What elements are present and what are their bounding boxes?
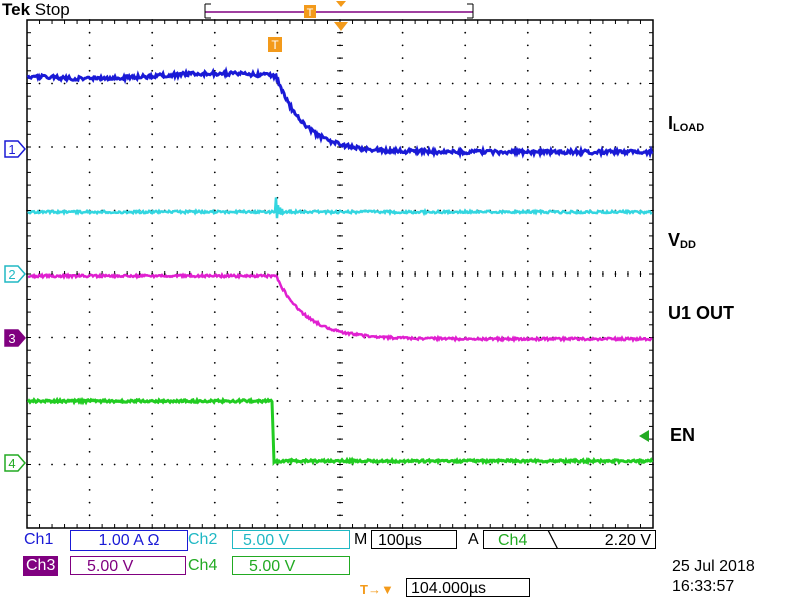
ch4-name[interactable]: Ch4 — [188, 556, 217, 576]
ch2-marker[interactable]: 2 — [5, 266, 25, 282]
trigger-position-value[interactable]: 104.000µs — [406, 578, 530, 597]
ch1-scale[interactable]: 1.00 A Ω — [70, 530, 188, 551]
date: 25 Jul 2018 — [672, 558, 755, 576]
vdd-label-main: V — [668, 230, 680, 250]
ch2-marker-label: 2 — [8, 267, 15, 282]
trigger-position-icon: T→▼ — [360, 581, 400, 599]
ch2-scale[interactable]: 5.00 V — [232, 530, 350, 549]
ch1-marker[interactable]: 1 — [5, 141, 25, 157]
ch3-marker-label: 3 — [8, 331, 15, 346]
record-expansion-marker — [336, 1, 346, 7]
ch1-marker-label: 1 — [8, 142, 15, 157]
acquisition-state: Stop — [35, 0, 70, 19]
trigger-prefix: A — [468, 530, 479, 550]
u1out-label: U1 OUT — [668, 303, 734, 324]
ch4-marker-label: 4 — [8, 456, 15, 471]
trigger-slope-icon: ╲ — [548, 531, 558, 550]
ch3-marker[interactable]: 3 — [5, 330, 25, 346]
ch1-name[interactable]: Ch1 — [24, 530, 53, 550]
vdd-label: VDD — [668, 230, 696, 251]
ch3-scale[interactable]: 5.00 V — [70, 556, 186, 575]
brand-status: Tek Stop — [2, 0, 70, 20]
record-trigger-letter: T — [307, 7, 314, 19]
ch3-name[interactable]: Ch3 — [23, 556, 58, 576]
timebase-prefix: M — [354, 530, 367, 550]
en-label: EN — [670, 425, 695, 446]
timebase-value[interactable]: 100µs — [371, 530, 457, 549]
vdd-label-sub: DD — [680, 239, 696, 251]
iload-label: ILOAD — [668, 113, 704, 134]
ch4-marker[interactable]: 4 — [5, 455, 25, 471]
time: 16:33:57 — [672, 578, 734, 596]
ch2-name[interactable]: Ch2 — [188, 530, 217, 550]
trigger-position-letter: T — [271, 38, 279, 52]
ch4-scale[interactable]: 5.00 V — [232, 556, 350, 575]
trigger-source: Ch4 — [498, 531, 527, 550]
trigger-level: 2.20 V — [605, 531, 651, 550]
record-length-bar: T — [205, 1, 473, 19]
iload-label-sub: LOAD — [673, 122, 704, 134]
brand-logo: Tek — [2, 0, 30, 19]
trigger-settings[interactable]: Ch4 ╲ 2.20 V — [483, 530, 656, 549]
oscilloscope-display: T T 1 2 3 4 — [0, 0, 800, 600]
